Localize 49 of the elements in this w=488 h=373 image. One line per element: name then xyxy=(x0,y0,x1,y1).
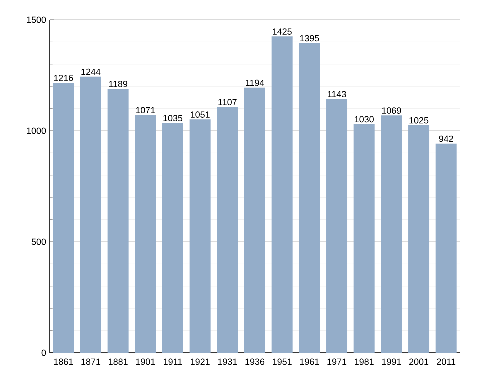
x-tick-label: 1991 xyxy=(382,358,402,366)
bar xyxy=(326,99,348,353)
bar xyxy=(299,43,320,353)
data-label: 1216 xyxy=(54,74,74,82)
bar xyxy=(53,83,74,353)
x-tick-label: 1931 xyxy=(218,358,238,366)
bar xyxy=(135,115,156,353)
x-tick-label: 1881 xyxy=(109,358,128,366)
x-tick-label: 1901 xyxy=(136,358,156,366)
x-tick-label: 1921 xyxy=(191,358,210,366)
bar xyxy=(80,76,102,353)
bar xyxy=(190,120,211,353)
data-label: 1395 xyxy=(300,35,320,42)
data-label: 1194 xyxy=(246,80,264,86)
x-tick-label: 1871 xyxy=(82,358,101,366)
data-label: 1025 xyxy=(410,117,429,124)
bar xyxy=(272,36,293,353)
data-label: 1051 xyxy=(191,112,210,118)
data-label: 1107 xyxy=(218,99,237,106)
data-label: 1425 xyxy=(273,28,292,35)
data-label: 1035 xyxy=(164,115,183,122)
y-tick-label: 1000 xyxy=(27,128,46,134)
y-tick-label: 0 xyxy=(42,350,46,356)
bar xyxy=(381,116,402,353)
data-label: 1030 xyxy=(355,116,374,123)
bar xyxy=(436,144,457,353)
x-tick-label: 1951 xyxy=(273,358,292,366)
data-label: 1069 xyxy=(382,108,402,114)
data-label: 1244 xyxy=(82,68,101,76)
x-tick-label: 1936 xyxy=(246,358,265,366)
x-tick-label: 1971 xyxy=(328,358,347,366)
bar xyxy=(162,123,184,353)
x-tick-label: 1911 xyxy=(164,358,182,366)
data-label: 942 xyxy=(439,136,454,142)
x-tick-label: 1981 xyxy=(355,358,374,366)
x-tick-label: 1961 xyxy=(300,358,320,366)
x-tick-label: 2001 xyxy=(410,358,429,366)
x-tick-label: 2011 xyxy=(437,358,456,366)
bar xyxy=(354,124,375,353)
data-label: 1189 xyxy=(109,80,128,88)
bar xyxy=(244,88,266,353)
y-tick-label: 500 xyxy=(32,238,46,246)
bar xyxy=(217,107,238,353)
bar xyxy=(108,89,129,353)
data-label: 1071 xyxy=(136,107,156,114)
data-label: 1143 xyxy=(328,91,346,98)
y-tick-label: 1500 xyxy=(27,16,46,24)
bar xyxy=(408,125,430,353)
x-tick-label: 1861 xyxy=(54,358,74,366)
